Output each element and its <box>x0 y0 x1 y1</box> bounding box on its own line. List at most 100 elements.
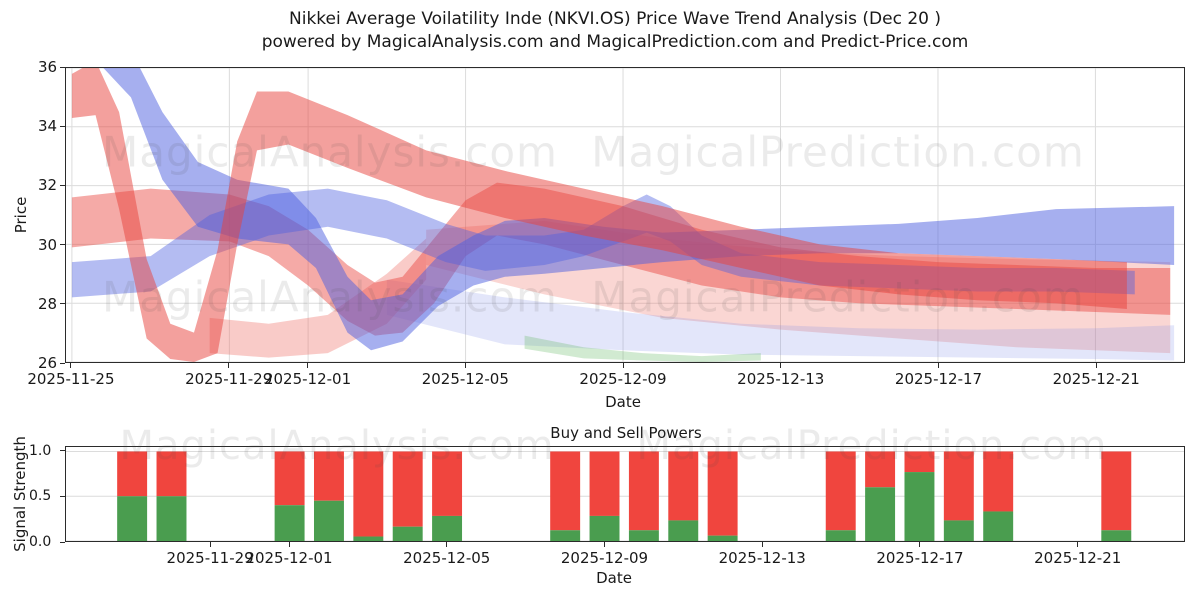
buy-bar-2025-12-18 <box>943 520 974 541</box>
sell-bar-2025-12-18 <box>943 451 974 521</box>
x-tick-label-2025-12-17: 2025-12-17 <box>876 549 964 567</box>
y-tick-mark <box>60 303 65 305</box>
buy-bar-2025-12-09 <box>589 515 620 541</box>
buy-bar-2025-12-12 <box>707 535 738 541</box>
y-tick-mark <box>60 244 65 246</box>
x-tick-label-2025-12-09: 2025-12-09 <box>579 370 667 388</box>
y-tick-mark <box>60 450 65 452</box>
price-y-axis-label: Price <box>12 196 30 234</box>
sell-bar-2025-12-19 <box>983 451 1014 512</box>
buy-bar-2025-12-04 <box>392 526 423 541</box>
x-tick-mark <box>446 542 448 547</box>
x-tick-mark <box>603 542 605 547</box>
sell-bar-2025-12-05 <box>432 451 463 516</box>
price-chart-plot-area <box>65 67 1185 363</box>
price-chart-svg <box>66 68 1184 362</box>
y-tick-mark <box>60 184 65 186</box>
x-tick-label-2025-12-13: 2025-12-13 <box>718 549 806 567</box>
sell-bar-2025-12-01 <box>274 451 305 506</box>
x-tick-label-2025-12-21: 2025-12-21 <box>1034 549 1122 567</box>
y-tick-label-1.0: 1.0 <box>29 442 52 459</box>
x-tick-label-2025-11-29: 2025-11-29 <box>166 549 254 567</box>
y-tick-label-32: 32 <box>38 176 58 195</box>
y-tick-mark <box>60 125 65 127</box>
buy-bar-2025-12-11 <box>668 520 699 541</box>
x-tick-mark <box>307 363 309 368</box>
x-tick-mark <box>1077 542 1079 547</box>
sell-bar-2025-12-10 <box>628 451 659 531</box>
signal-chart-title: Buy and Sell Powers <box>550 424 702 442</box>
y-tick-label-0.5: 0.5 <box>29 488 52 505</box>
sell-bar-2025-12-15 <box>825 451 856 531</box>
y-tick-label-28: 28 <box>38 294 58 313</box>
x-tick-label-2025-12-05: 2025-12-05 <box>403 549 491 567</box>
x-tick-mark <box>780 363 782 368</box>
sell-bar-2025-11-27 <box>117 451 148 497</box>
signal-x-axis-label: Date <box>596 569 632 587</box>
sell-bar-2025-12-09 <box>589 451 620 516</box>
buy-bar-2025-11-27 <box>117 496 148 541</box>
price-x-axis-label: Date <box>605 393 641 411</box>
y-tick-label-34: 34 <box>38 117 58 136</box>
x-tick-label-2025-12-01: 2025-12-01 <box>263 370 352 388</box>
x-tick-label-2025-12-21: 2025-12-21 <box>1052 370 1140 388</box>
x-tick-mark <box>288 542 290 547</box>
buy-bar-2025-12-10 <box>628 530 659 541</box>
sell-bar-2025-12-11 <box>668 451 699 521</box>
sell-bar-2025-12-02 <box>313 451 344 501</box>
sell-bar-2025-12-03 <box>353 451 384 537</box>
y-tick-mark <box>60 362 65 364</box>
band-red-wave-primary <box>71 68 1127 362</box>
x-tick-label-2025-12-17: 2025-12-17 <box>894 370 983 388</box>
figure-title-line1: Nikkei Average Voilatility Inde (NKVI.OS… <box>289 9 941 29</box>
buy-bar-2025-12-15 <box>825 530 856 541</box>
buy-bar-2025-12-16 <box>865 487 896 541</box>
buy-bar-2025-12-19 <box>983 511 1014 541</box>
x-tick-mark <box>70 363 72 368</box>
y-tick-label-30: 30 <box>38 235 58 254</box>
buy-bar-2025-12-03 <box>353 536 384 541</box>
x-tick-label-2025-12-05: 2025-12-05 <box>421 370 509 388</box>
y-tick-mark <box>60 495 65 497</box>
x-tick-mark <box>1095 363 1097 368</box>
signal-chart-svg <box>66 450 1184 541</box>
buy-bar-2025-12-01 <box>274 505 305 541</box>
x-tick-mark <box>938 363 940 368</box>
buy-bar-2025-12-17 <box>904 472 935 541</box>
sell-bar-2025-11-28 <box>156 451 187 497</box>
buy-bar-2025-12-02 <box>313 500 344 541</box>
signal-y-axis-label: Signal Strength <box>11 436 29 552</box>
buy-bar-2025-12-22 <box>1101 530 1132 541</box>
figure-title-line2: powered by MagicalAnalysis.com and Magic… <box>261 32 969 52</box>
y-tick-mark <box>60 541 65 543</box>
x-tick-label-2025-12-01: 2025-12-01 <box>245 549 333 567</box>
x-tick-label-2025-11-25: 2025-11-25 <box>27 370 115 388</box>
sell-bar-2025-12-04 <box>392 451 423 527</box>
band-green-band-low <box>524 335 761 362</box>
x-tick-label-2025-12-13: 2025-12-13 <box>737 370 825 388</box>
sell-bar-2025-12-16 <box>865 451 896 488</box>
x-tick-mark <box>622 363 624 368</box>
buy-bar-2025-12-05 <box>432 515 463 541</box>
y-tick-label-0.0: 0.0 <box>29 534 52 550</box>
buy-bar-2025-11-28 <box>156 496 187 541</box>
sell-bar-2025-12-08 <box>550 451 581 531</box>
figure-title: Nikkei Average Voilatility Inde (NKVI.OS… <box>40 8 1190 54</box>
x-tick-label-2025-11-29: 2025-11-29 <box>185 370 273 388</box>
y-tick-label-26: 26 <box>38 354 58 372</box>
x-tick-mark <box>919 542 921 547</box>
signal-chart-plot-area <box>65 446 1185 542</box>
sell-bar-2025-12-12 <box>707 451 738 536</box>
y-tick-label-36: 36 <box>38 58 58 76</box>
x-tick-mark <box>761 542 763 547</box>
band-blue-forecast-cone-wide <box>386 279 1175 361</box>
x-tick-mark <box>228 363 230 368</box>
y-tick-mark <box>60 66 65 68</box>
x-tick-label-2025-12-09: 2025-12-09 <box>560 549 649 567</box>
x-tick-mark <box>464 363 466 368</box>
x-tick-mark <box>209 542 211 547</box>
buy-bar-2025-12-08 <box>550 530 581 541</box>
sell-bar-2025-12-22 <box>1101 451 1132 531</box>
sell-bar-2025-12-17 <box>904 451 935 473</box>
